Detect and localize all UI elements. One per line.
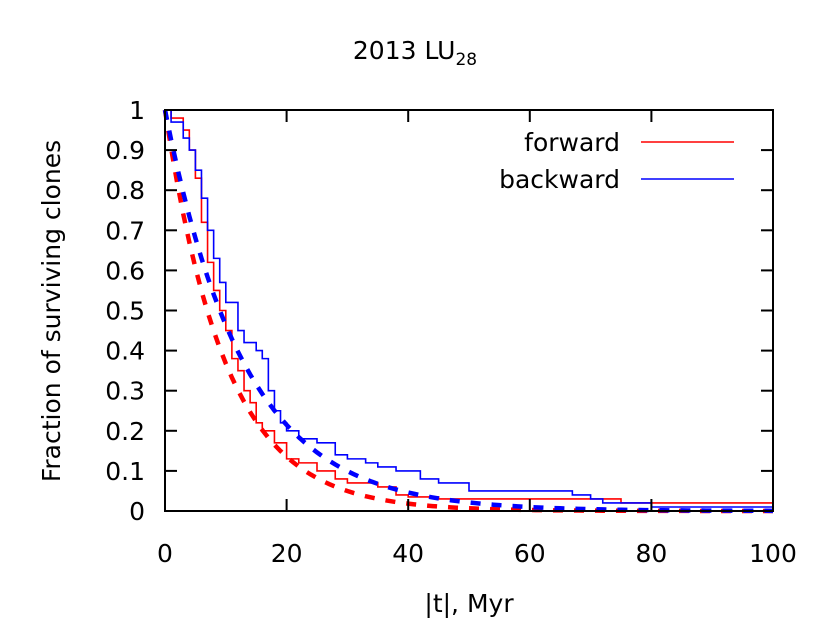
x-tick-label: 60	[514, 539, 546, 568]
x-tick-label: 20	[271, 539, 303, 568]
y-tick-label: 1	[129, 96, 145, 125]
y-tick-label: 0.8	[105, 176, 145, 205]
y-tick-label: 0.7	[105, 216, 145, 245]
x-tick-label: 80	[635, 539, 667, 568]
y-tick-label: 0.1	[105, 457, 145, 486]
x-tick-label: 100	[749, 539, 797, 568]
x-tick-label: 40	[392, 539, 424, 568]
axes: 0 20 40 60 80 100 0 0.1 0.2 0.3 0.4 0.5 0.6 0.7 0.8 0.9…	[105, 96, 797, 568]
y-tick-label: 0.3	[105, 377, 145, 406]
x-tick-label: 0	[157, 539, 173, 568]
legend: forward backward	[499, 128, 734, 194]
series-fit-backward	[162, 109, 774, 514]
y-tick-label: 0.6	[105, 256, 145, 285]
legend-label-forward: forward	[524, 128, 620, 157]
series-fit-forward	[162, 109, 774, 514]
series-backward	[165, 109, 773, 508]
legend-label-backward: backward	[499, 165, 620, 194]
y-axis-label: Fraction of surviving clones	[37, 140, 66, 482]
chart-title-text: 2013 LU	[352, 36, 456, 65]
plot-frame	[164, 109, 774, 512]
series-layer	[162, 109, 774, 514]
y-tick-label: 0.4	[105, 337, 145, 366]
y-tick-label: 0.2	[105, 417, 145, 446]
y-tick-label: 0	[129, 497, 145, 526]
chart-title-subscript: 28	[455, 50, 478, 70]
y-tick-label: 0.9	[105, 136, 145, 165]
y-tick-label: 0.5	[105, 297, 145, 326]
series-forward	[165, 109, 773, 504]
x-axis-label: |t|, Myr	[424, 589, 514, 618]
chart-title: 2013 LU28	[0, 36, 830, 70]
